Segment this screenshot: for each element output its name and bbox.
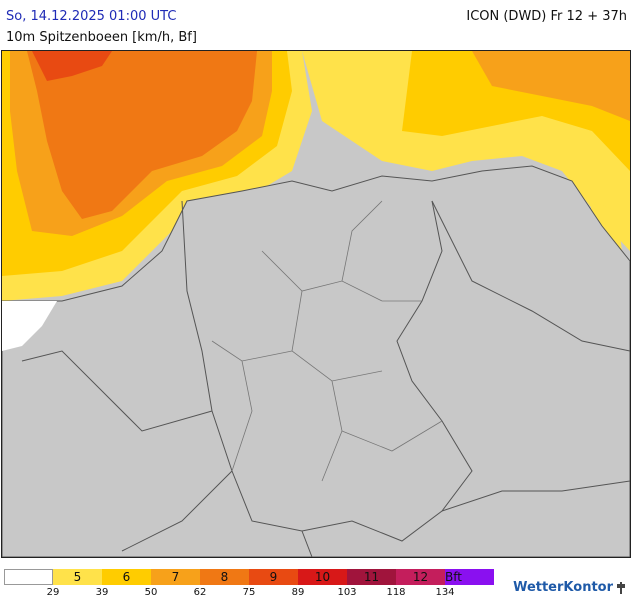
- brand-mark-icon: [617, 581, 625, 594]
- legend-cell-9: Bft: [445, 569, 494, 585]
- legend-cell-4: 8: [200, 569, 249, 585]
- country-borders: [21, 200, 630, 557]
- legend-cell-7: 11: [347, 569, 396, 585]
- coast-patch: [2, 301, 57, 351]
- legend-tick: 50: [144, 587, 158, 598]
- gust-zone-bft7-east: [472, 51, 630, 121]
- legend-cell-1: 5: [53, 569, 102, 585]
- header-left: So, 14.12.2025 01:00 UTC 10m Spitzenboee…: [6, 6, 197, 48]
- legend-cell-0: [4, 569, 53, 585]
- legend-cell-6: 10: [298, 569, 347, 585]
- legend-tick: 134: [435, 587, 455, 598]
- gust-zone-bft8: [27, 51, 257, 219]
- brand-logo: WetterKontor: [513, 580, 625, 595]
- forecast-datetime: So, 14.12.2025 01:00 UTC: [6, 9, 177, 24]
- legend-tick: 62: [193, 587, 207, 598]
- legend-cell-3: 7: [151, 569, 200, 585]
- wind-gust-map: [2, 51, 630, 557]
- land-germany-region: [2, 165, 630, 557]
- gust-zone-bft9: [32, 51, 112, 81]
- legend-tick: 75: [242, 587, 256, 598]
- map-frame: [1, 50, 631, 558]
- legend-tick: 29: [46, 587, 60, 598]
- legend-tick: 118: [386, 587, 406, 598]
- model-run-label: ICON (DWD) Fr 12 + 37h: [466, 9, 627, 24]
- brand-name: WetterKontor: [513, 580, 613, 595]
- legend-cell-5: 9: [249, 569, 298, 585]
- legend-cell-2: 6: [102, 569, 151, 585]
- legend-tick: 39: [95, 587, 109, 598]
- legend-tick: 89: [291, 587, 305, 598]
- legend-tick: 103: [337, 587, 357, 598]
- legend-cell-8: 12: [396, 569, 445, 585]
- state-borders: [211, 200, 443, 482]
- parameter-title: 10m Spitzenboeen [km/h, Bf]: [6, 30, 197, 45]
